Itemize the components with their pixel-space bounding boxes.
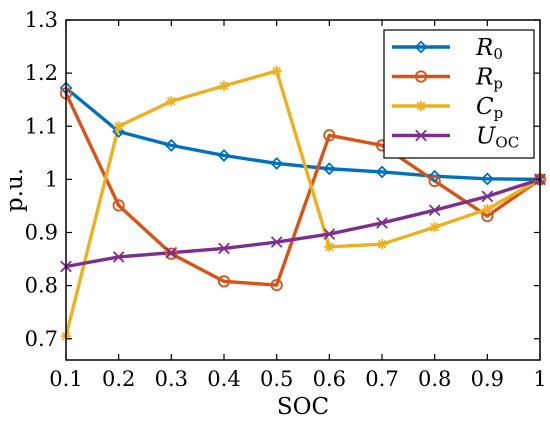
series-line-cp [64, 69, 541, 337]
data-point-uoc-2 [165, 246, 178, 259]
data-point-cp-1 [113, 121, 124, 132]
data-point-cp-8 [482, 203, 493, 215]
y-tick-label: 1.1 [25, 114, 58, 138]
x-tick-label: 0.6 [313, 367, 346, 391]
legend-item: R0 [392, 35, 503, 63]
legend-label: Cp [476, 94, 503, 122]
x-tick-label: 0.8 [418, 367, 451, 391]
series-lines [64, 69, 541, 337]
legend-label: R0 [475, 35, 503, 63]
data-point-r0-6 [375, 165, 389, 179]
y-axis-title: p.u. [2, 168, 28, 212]
y-tick-label: 0.7 [25, 327, 58, 351]
data-point-r0-5 [322, 162, 336, 176]
x-tick-label: 0.3 [155, 367, 188, 391]
series-line-uoc [65, 177, 541, 269]
data-point-r0-7 [428, 169, 442, 183]
data-point-rp-2 [165, 247, 178, 260]
data-point-cp-5 [324, 241, 335, 253]
y-tick-label: 0.8 [25, 274, 58, 298]
data-point-uoc-4 [270, 236, 283, 248]
data-point-uoc-6 [376, 217, 388, 229]
y-tick-label: 1.3 [25, 8, 58, 32]
data-point-uoc-7 [428, 204, 441, 217]
data-point-rp-4 [270, 278, 283, 292]
data-point-rp-5 [323, 129, 336, 142]
y-tick-label: 0.9 [25, 221, 58, 245]
y-tick-labels: 0.7 0.8 0.9 1 1.1 1.2 1.3 [25, 8, 58, 351]
x-tick-label: 1 [533, 367, 546, 391]
legend-marker [414, 70, 428, 83]
data-point-uoc-5 [323, 228, 336, 240]
data-point-rp-3 [217, 275, 231, 288]
x-tick-label: 0.7 [365, 367, 398, 391]
legend-item: UOC [392, 124, 519, 152]
data-point-r0-3 [217, 148, 231, 162]
x-tick-label: 0.1 [49, 367, 82, 391]
legend-label: UOC [476, 124, 519, 152]
legend-marker [415, 100, 427, 112]
data-point-cp-3 [218, 80, 230, 92]
x-tick-label: 0.2 [102, 367, 135, 391]
legend-item: Cp [392, 94, 503, 122]
data-point-cp-7 [429, 221, 440, 233]
x-tick-label: 0.5 [260, 367, 293, 391]
x-axis-title: SOC [277, 394, 329, 420]
data-point-cp-4 [271, 65, 282, 77]
legend-marker [414, 40, 428, 54]
data-point-cp-6 [376, 238, 388, 250]
series-line-r0 [64, 86, 541, 182]
series-line-rp [64, 92, 541, 287]
y-tick-label: 1.2 [25, 61, 58, 85]
data-point-uoc-3 [218, 242, 230, 255]
data-point-rp-1 [112, 199, 125, 212]
legend-label: Rp [475, 65, 503, 93]
data-point-r0-4 [270, 156, 284, 170]
data-point-uoc-8 [481, 190, 494, 203]
plot-frame [65, 19, 541, 361]
data-point-cp-2 [166, 96, 177, 107]
axis-ticks [65, 19, 541, 360]
y-tick-label: 1 [45, 167, 58, 191]
data-point-rp-7 [428, 174, 441, 188]
data-point-r0-2 [164, 138, 178, 152]
legend-item: Rp [392, 65, 503, 93]
data-point-r0-8 [480, 172, 494, 186]
x-tick-label: 0.4 [207, 367, 240, 391]
legend-marker [415, 129, 427, 142]
x-tick-label: 0.9 [471, 367, 504, 391]
x-tick-labels: 0.1 0.2 0.3 0.4 0.5 0.6 0.7 0.8 0.9 1 [49, 367, 546, 391]
data-point-uoc-1 [112, 251, 125, 263]
